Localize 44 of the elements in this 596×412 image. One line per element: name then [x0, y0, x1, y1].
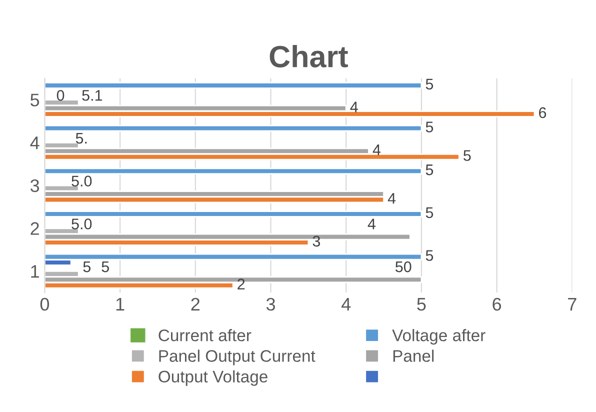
y-tick-label: 2 — [30, 222, 39, 235]
annotation: 50 — [395, 261, 412, 272]
legend-label: Panel Output Current — [159, 350, 316, 366]
annotation: 4 — [368, 218, 376, 230]
legend-label: Output Voltage — [158, 370, 268, 386]
data-label: 6 — [539, 107, 546, 118]
x-tick-label: 2 — [191, 298, 200, 310]
y-tick-label: 4 — [30, 136, 40, 150]
legend-label: Current after — [158, 329, 252, 342]
annotation: 5. — [76, 132, 87, 144]
x-tick-label: 3 — [266, 298, 275, 311]
data-label: 5 — [426, 164, 434, 176]
data-label: 4 — [372, 144, 381, 156]
data-label: 5 — [426, 207, 434, 218]
data-label: 2 — [238, 278, 245, 290]
chart-title: Chart — [270, 45, 348, 68]
data-label: 3 — [312, 236, 320, 247]
data-label: 5 — [426, 250, 434, 261]
annotation: 5.0 — [72, 176, 92, 186]
y-tick-label: 5 — [30, 94, 40, 106]
data-label: 5 — [426, 78, 434, 90]
data-label: 4 — [350, 102, 358, 112]
x-tick-label: 1 — [116, 298, 124, 310]
legend-label: Voltage after — [392, 329, 486, 345]
bar — [44, 124, 422, 132]
annotation: 5 — [102, 262, 109, 272]
data-label: 5 — [426, 122, 434, 132]
x-tick-label: 5 — [417, 298, 426, 311]
bar — [44, 82, 422, 89]
x-tick-label: 4 — [342, 298, 351, 310]
annotation: 5.0 — [72, 218, 92, 230]
y-tick-label: 3 — [30, 179, 40, 192]
annotation: 0 — [56, 90, 64, 101]
x-tick-label: 6 — [492, 298, 502, 311]
bar — [44, 168, 422, 175]
legend-label: Panel — [393, 350, 434, 362]
x-tick-label: 7 — [568, 298, 576, 310]
annotation: 5.1 — [82, 90, 102, 101]
x-tick-label: 0 — [40, 298, 50, 311]
data-label: 4 — [388, 193, 396, 204]
y-tick-label: 1 — [31, 265, 39, 278]
data-label: 5 — [464, 150, 471, 161]
bar — [44, 210, 422, 218]
annotation: 5 — [83, 262, 91, 272]
